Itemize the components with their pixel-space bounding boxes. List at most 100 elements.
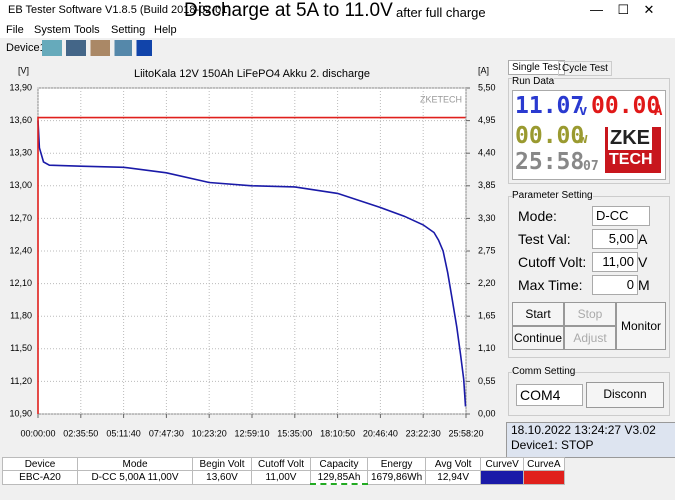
y-tick-label: 11,50 [10, 343, 32, 353]
x-tick-label: 20:46:40 [363, 428, 398, 438]
param-value[interactable]: 0 [592, 275, 638, 295]
header-cell: Energy [366, 457, 427, 471]
data-row: EBC-A20 D-CC 5,00A 11,00V 13,60V 11,00V 129,… [2, 470, 565, 485]
x-tick-label: 23:22:30 [406, 428, 441, 438]
y2-tick-label: 3,85 [478, 180, 496, 190]
toolbar-icons[interactable] [42, 40, 152, 56]
watermark: ZKETECH [420, 94, 462, 104]
param-label: Cutoff Volt: [518, 254, 587, 270]
tab-cycle[interactable]: Cycle Test [558, 61, 612, 76]
param-label: Mode: [518, 208, 557, 224]
series-line [37, 116, 466, 414]
x-tick-label: 12:59:10 [234, 428, 269, 438]
y-axis-label: [V] [18, 65, 29, 75]
menu-item[interactable]: Help [154, 24, 177, 36]
run-data-title: Run Data [512, 76, 555, 87]
tab-single[interactable]: Single Test [508, 60, 565, 75]
run-data-group [508, 78, 670, 184]
curve-swatch [523, 470, 565, 485]
y-tick-label: 12,70 [9, 213, 32, 223]
device-tab[interactable]: Device1 [6, 42, 46, 54]
header-cell: CurveV [480, 457, 525, 471]
y2-tick-label: 2,20 [478, 278, 496, 288]
cell: D-CC 5,00A 11,00V [77, 470, 193, 485]
cell: 11,00V [251, 470, 311, 485]
y-tick-label: 13,60 [9, 115, 32, 125]
button[interactable]: Monitor [616, 302, 666, 350]
results-table: Device Mode Begin Volt Cutoff Volt Capacity E… [2, 457, 565, 485]
menu-item[interactable]: System [34, 24, 71, 36]
y2-tick-label: 2,75 [478, 245, 496, 255]
button[interactable]: Start [512, 302, 564, 326]
logo: ZKE TECH [605, 127, 661, 173]
y2-axis-label: [A] [478, 65, 489, 75]
x-tick-label: 05:11:40 [106, 428, 140, 438]
y-tick-label: 11,80 [10, 311, 32, 321]
comm-title: Comm Setting [512, 366, 576, 377]
menu-item[interactable]: Tools [74, 24, 100, 36]
lcd-watt: 00.00 [515, 123, 585, 149]
y2-tick-label: 3,30 [478, 213, 496, 223]
y-tick-label: 13,30 [9, 148, 32, 158]
y2-tick-label: 0,55 [478, 376, 496, 386]
toolbar: Device1 [0, 38, 675, 58]
series-line [37, 120, 467, 407]
header-cell: Cutoff Volt [251, 457, 311, 471]
y2-tick-label: 0,00 [478, 408, 496, 418]
comm-group [508, 372, 670, 416]
y2-tick-label: 1,10 [478, 343, 496, 353]
window-title: EB Tester Software V1.8.5 (Build 2018-02… [8, 4, 231, 16]
param-value[interactable]: 5,00 [592, 229, 638, 249]
button[interactable]: Adjust [564, 326, 616, 350]
overlay-title: Discharge at 5A to 11.0V [184, 0, 393, 21]
port-select[interactable]: COM4 [516, 384, 583, 406]
header-cell: Device [2, 457, 78, 471]
header-cell: Avg Volt [425, 457, 482, 471]
cell: EBC-A20 [2, 470, 78, 485]
logo-top: ZKE [608, 127, 652, 150]
menu-item[interactable]: Setting [111, 24, 146, 36]
param-title: Parameter Setting [512, 190, 593, 201]
button[interactable]: Stop [564, 302, 616, 326]
param-value[interactable]: D-CC [592, 206, 650, 226]
chart: LiitoKala 12V 150Ah LiFePO4 Akku 2. disc… [0, 60, 503, 455]
param-label: Max Time: [518, 277, 583, 293]
disconnect-button[interactable]: Disconn [586, 382, 664, 408]
x-tick-label: 18:10:50 [320, 428, 355, 438]
header-row: Device Mode Begin Volt Cutoff Volt Capacity E… [2, 457, 565, 471]
y-tick-label: 12,10 [9, 278, 32, 288]
menu-bar: File System Tools Setting Help [0, 22, 675, 38]
x-tick-label: 00:00:00 [20, 428, 55, 438]
lcd-amp-unit: A [654, 103, 663, 119]
y2-tick-label: 1,65 [478, 311, 496, 321]
side-panel: Single Test Cycle Test Run Data 11.07 v … [508, 58, 670, 418]
lcd-volt-unit: v [579, 103, 588, 119]
lcd-watt-unit: w [579, 131, 588, 147]
status-line: 18.10.2022 13:24:27 V3.02 [511, 423, 656, 437]
cell: 129,85Ah [310, 470, 368, 485]
button[interactable]: Continue [512, 326, 564, 350]
cell: 13,60V [192, 470, 252, 485]
cell: 12,94V [425, 470, 482, 485]
logo-bottom: TECH [609, 151, 653, 168]
x-tick-label: 07:47:30 [149, 428, 184, 438]
y-tick-label: 13,00 [9, 180, 32, 190]
param-unit: A [638, 231, 648, 247]
y-tick-label: 13,90 [9, 82, 32, 92]
overlay-subtitle: after full charge [396, 5, 486, 20]
header-cell: Capacity [310, 457, 368, 471]
window-controls[interactable]: — ☐ ✕ [590, 2, 655, 17]
x-tick-label: 15:35:00 [277, 428, 312, 438]
param-value[interactable]: 11,00 [592, 252, 638, 272]
menu-item[interactable]: File [6, 24, 24, 36]
lcd: 11.07 v 00.00 A 00.00 w 25:58 07 ZKE TEC… [512, 90, 666, 180]
header-cell: Begin Volt [192, 457, 252, 471]
lcd-time: 25:58 [515, 149, 585, 175]
param-unit: M [638, 277, 650, 293]
y-tick-label: 11,20 [10, 376, 32, 386]
header-cell: Mode [77, 457, 193, 471]
lcd-volt: 11.07 [515, 93, 585, 119]
y-tick-label: 12,40 [9, 245, 32, 255]
status-box: 18.10.2022 13:24:27 V3.02 Device1: STOP [506, 422, 675, 458]
lcd-amp: 00.00 [591, 93, 661, 119]
